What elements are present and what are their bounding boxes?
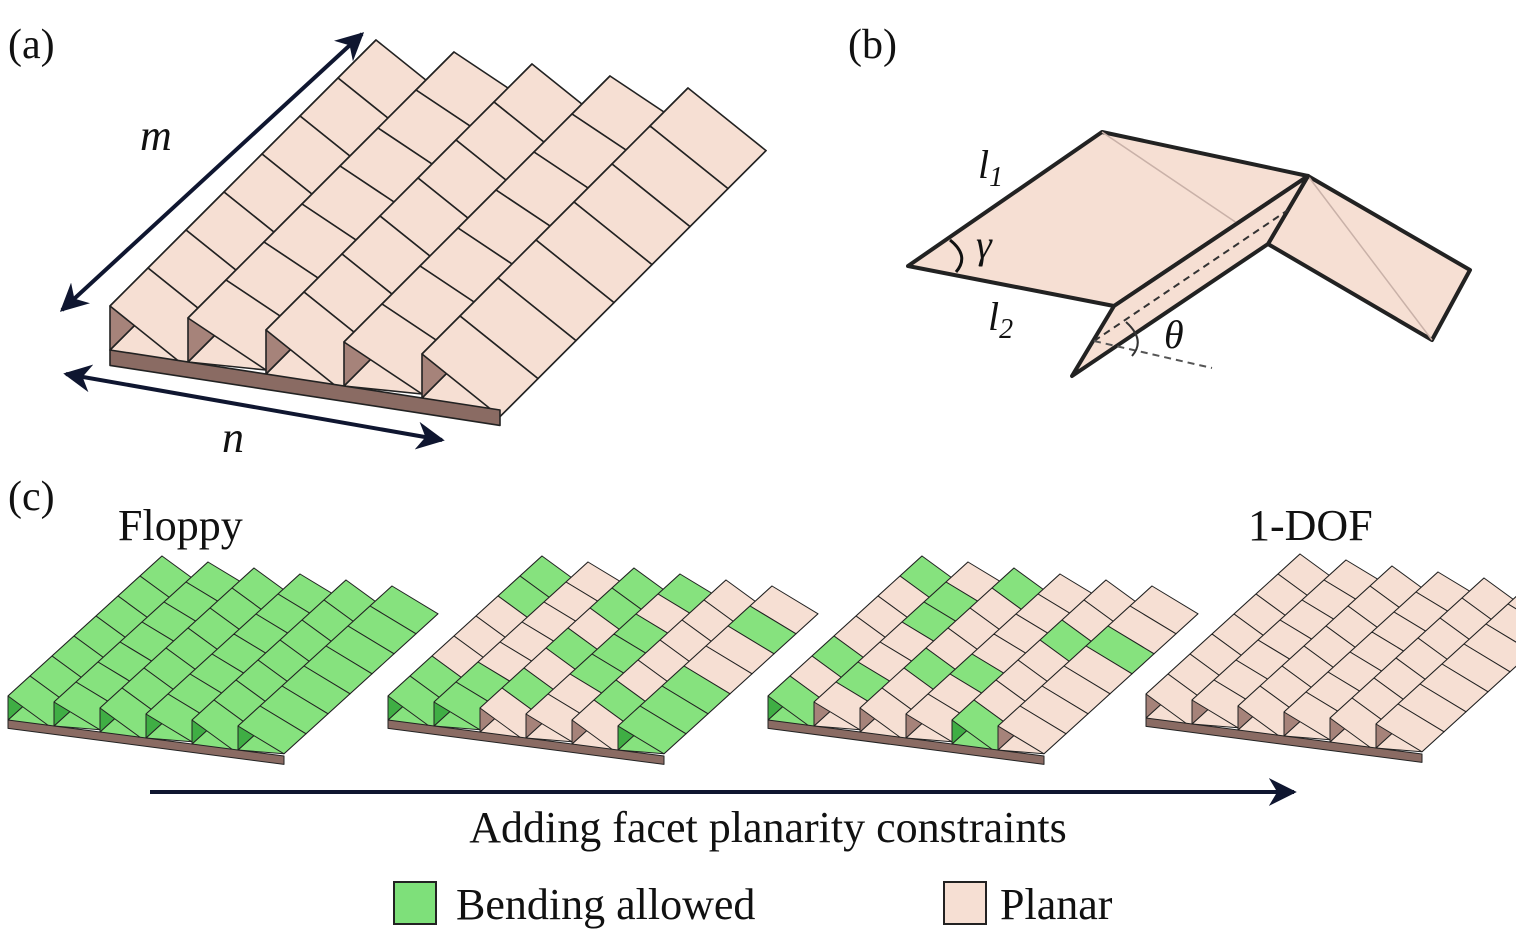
theta-arc — [1125, 321, 1139, 357]
label-l2: l2 — [988, 294, 1013, 345]
label-theta: θ — [1164, 312, 1184, 357]
dimension-label-n: n — [222, 413, 244, 462]
sheet-edge — [1145, 717, 1423, 763]
sheet-edge — [387, 719, 665, 765]
facet-riser — [1485, 603, 1516, 643]
miura-ori-sheet-one-dof — [1145, 553, 1516, 763]
miura-ori-sheet-floppy — [7, 555, 439, 765]
legend: Bending allowed Planar — [393, 880, 1113, 929]
legend-label-bending: Bending allowed — [456, 880, 755, 929]
miura-ori-sheet-partial-constraints — [387, 555, 819, 765]
sheet-edge — [767, 719, 1045, 765]
facet-riser — [997, 705, 1067, 755]
unit-cell-diagonal — [1307, 175, 1433, 341]
dimension-arrow-n — [63, 364, 445, 450]
label-l1: l1 — [978, 142, 1003, 193]
label-gamma: γ — [976, 222, 993, 267]
panel-c-label: (c) — [8, 474, 55, 520]
legend-swatch-bending — [393, 881, 437, 925]
arrow-caption: Adding facet planarity constraints — [469, 803, 1066, 852]
facet-riser — [617, 705, 687, 755]
unit-cell-diagram — [906, 130, 1472, 378]
panel-b-label: (b) — [848, 22, 897, 68]
fold-line-dashed — [1093, 209, 1289, 342]
one-dof-label: 1-DOF — [1248, 501, 1373, 550]
panel-a-label: (a) — [8, 22, 55, 68]
facet-riser — [1375, 703, 1445, 753]
dimension-arrow-m — [59, 32, 365, 312]
reference-line-dashed — [1093, 340, 1213, 369]
legend-swatch-planar — [943, 881, 987, 925]
legend-label-planar: Planar — [1000, 880, 1113, 929]
sheet-edge — [7, 719, 285, 765]
floppy-label: Floppy — [118, 501, 243, 550]
facet-riser — [237, 705, 307, 755]
miura-ori-sheet-more-constraints — [767, 555, 1199, 765]
dimension-label-m: m — [140, 111, 172, 160]
gamma-arc — [949, 238, 964, 273]
miura-ori-sheet-large — [109, 39, 767, 427]
unit-cell-facet-right — [1266, 174, 1472, 342]
facet-riser — [421, 315, 539, 418]
facet-riser — [1507, 596, 1516, 610]
